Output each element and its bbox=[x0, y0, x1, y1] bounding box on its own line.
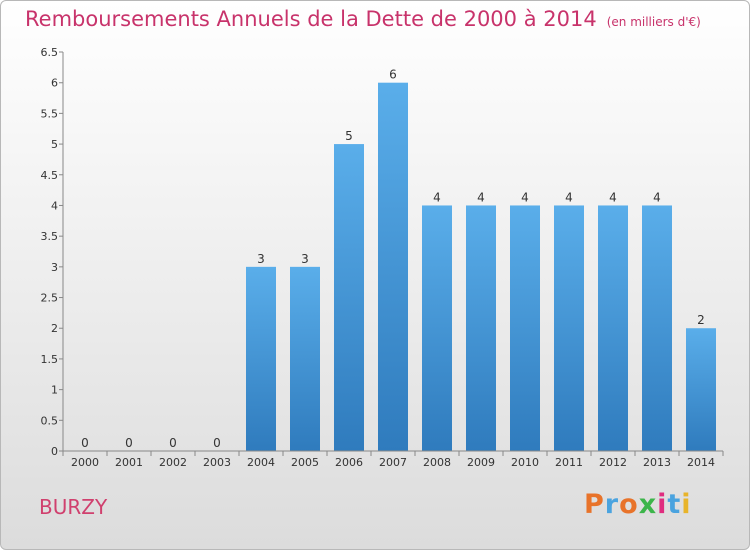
x-tick-label: 2007 bbox=[379, 456, 407, 469]
bar-2012 bbox=[598, 205, 628, 451]
data-label-2002: 0 bbox=[169, 436, 177, 450]
data-label-2004: 3 bbox=[257, 252, 265, 266]
data-label-2008: 4 bbox=[433, 190, 441, 204]
y-tick-label: 5 bbox=[51, 138, 58, 151]
y-axis: 0 0.5 1 1.5 2 2.5 3 3.5 4 4.5 5 5.5 6 6.5 bbox=[41, 46, 64, 458]
y-tick-label: 2 bbox=[51, 322, 58, 335]
bar-2010 bbox=[510, 205, 540, 451]
x-tick-label: 2004 bbox=[247, 456, 275, 469]
x-tick-label: 2002 bbox=[159, 456, 187, 469]
data-label-2006: 5 bbox=[345, 129, 353, 143]
y-tick-label: 0 bbox=[51, 445, 58, 458]
logo-letter: i bbox=[681, 489, 692, 520]
bar-2008 bbox=[422, 205, 452, 451]
x-tick-label: 2012 bbox=[599, 456, 627, 469]
bar-2014 bbox=[686, 328, 716, 451]
y-tick-label: 5.5 bbox=[41, 107, 59, 120]
data-label-2009: 4 bbox=[477, 190, 485, 204]
x-tick-label: 2009 bbox=[467, 456, 495, 469]
logo-letter: P bbox=[584, 489, 605, 520]
y-tick-label: 2.5 bbox=[41, 292, 59, 305]
y-tick-label: 1.5 bbox=[41, 353, 59, 366]
x-tick-label: 2005 bbox=[291, 456, 319, 469]
data-label-2007: 6 bbox=[389, 68, 397, 82]
y-tick-label: 1 bbox=[51, 384, 58, 397]
logo-letter: r bbox=[604, 489, 620, 520]
y-tick-label: 6.5 bbox=[41, 46, 59, 59]
x-tick-label: 2000 bbox=[71, 456, 99, 469]
data-label-2012: 4 bbox=[609, 190, 617, 204]
bar-2004 bbox=[246, 266, 276, 451]
x-tick-label: 2013 bbox=[643, 456, 671, 469]
logo-letter: t bbox=[667, 489, 682, 520]
x-tick-label: 2011 bbox=[555, 456, 583, 469]
x-tick-label: 2003 bbox=[203, 456, 231, 469]
y-tick-label: 4 bbox=[51, 199, 58, 212]
logo-letter: o bbox=[619, 489, 639, 520]
data-label-2014: 2 bbox=[697, 313, 705, 327]
bar-2013 bbox=[642, 205, 672, 451]
bar-2007 bbox=[378, 82, 408, 451]
y-tick-label: 0.5 bbox=[41, 414, 59, 427]
x-tick-label: 2014 bbox=[687, 456, 715, 469]
x-axis: 2000 2001 2002 2003 2004 2005 2006 2007 2008 2009… bbox=[62, 450, 724, 469]
x-tick-label: 2010 bbox=[511, 456, 539, 469]
y-tick-label: 3 bbox=[51, 261, 58, 274]
x-tick-label: 2006 bbox=[335, 456, 363, 469]
logo-letter: i bbox=[657, 489, 668, 520]
logo-letter: x bbox=[638, 489, 658, 520]
data-label-2000: 0 bbox=[81, 436, 89, 450]
bar-2011 bbox=[554, 205, 584, 451]
data-label-2011: 4 bbox=[565, 190, 573, 204]
x-tick-label: 2001 bbox=[115, 456, 143, 469]
proxiti-logo[interactable]: Proxiti bbox=[584, 489, 692, 520]
bar-2009 bbox=[466, 205, 496, 451]
chart-title: Remboursements Annuels de la Dette de 20… bbox=[25, 7, 597, 31]
data-label-2001: 0 bbox=[125, 436, 133, 450]
data-label-2003: 0 bbox=[213, 436, 221, 450]
y-tick-label: 6 bbox=[51, 77, 58, 90]
data-label-2013: 4 bbox=[653, 190, 661, 204]
chart-subtitle: (en milliers d'€) bbox=[606, 15, 701, 29]
y-tick-label: 3.5 bbox=[41, 230, 59, 243]
bar-2006 bbox=[334, 144, 364, 452]
commune-name: BURZY bbox=[39, 495, 108, 519]
bar-2005 bbox=[290, 266, 320, 451]
x-tick-label: 2008 bbox=[423, 456, 451, 469]
bars: 0 0 0 0 3 3 5 6 4 4 4 4 4 4 2 bbox=[81, 68, 716, 452]
y-tick-label: 4.5 bbox=[41, 169, 59, 182]
title-line: Remboursements Annuels de la Dette de 20… bbox=[25, 7, 701, 31]
data-label-2005: 3 bbox=[301, 252, 309, 266]
data-label-2010: 4 bbox=[521, 190, 529, 204]
